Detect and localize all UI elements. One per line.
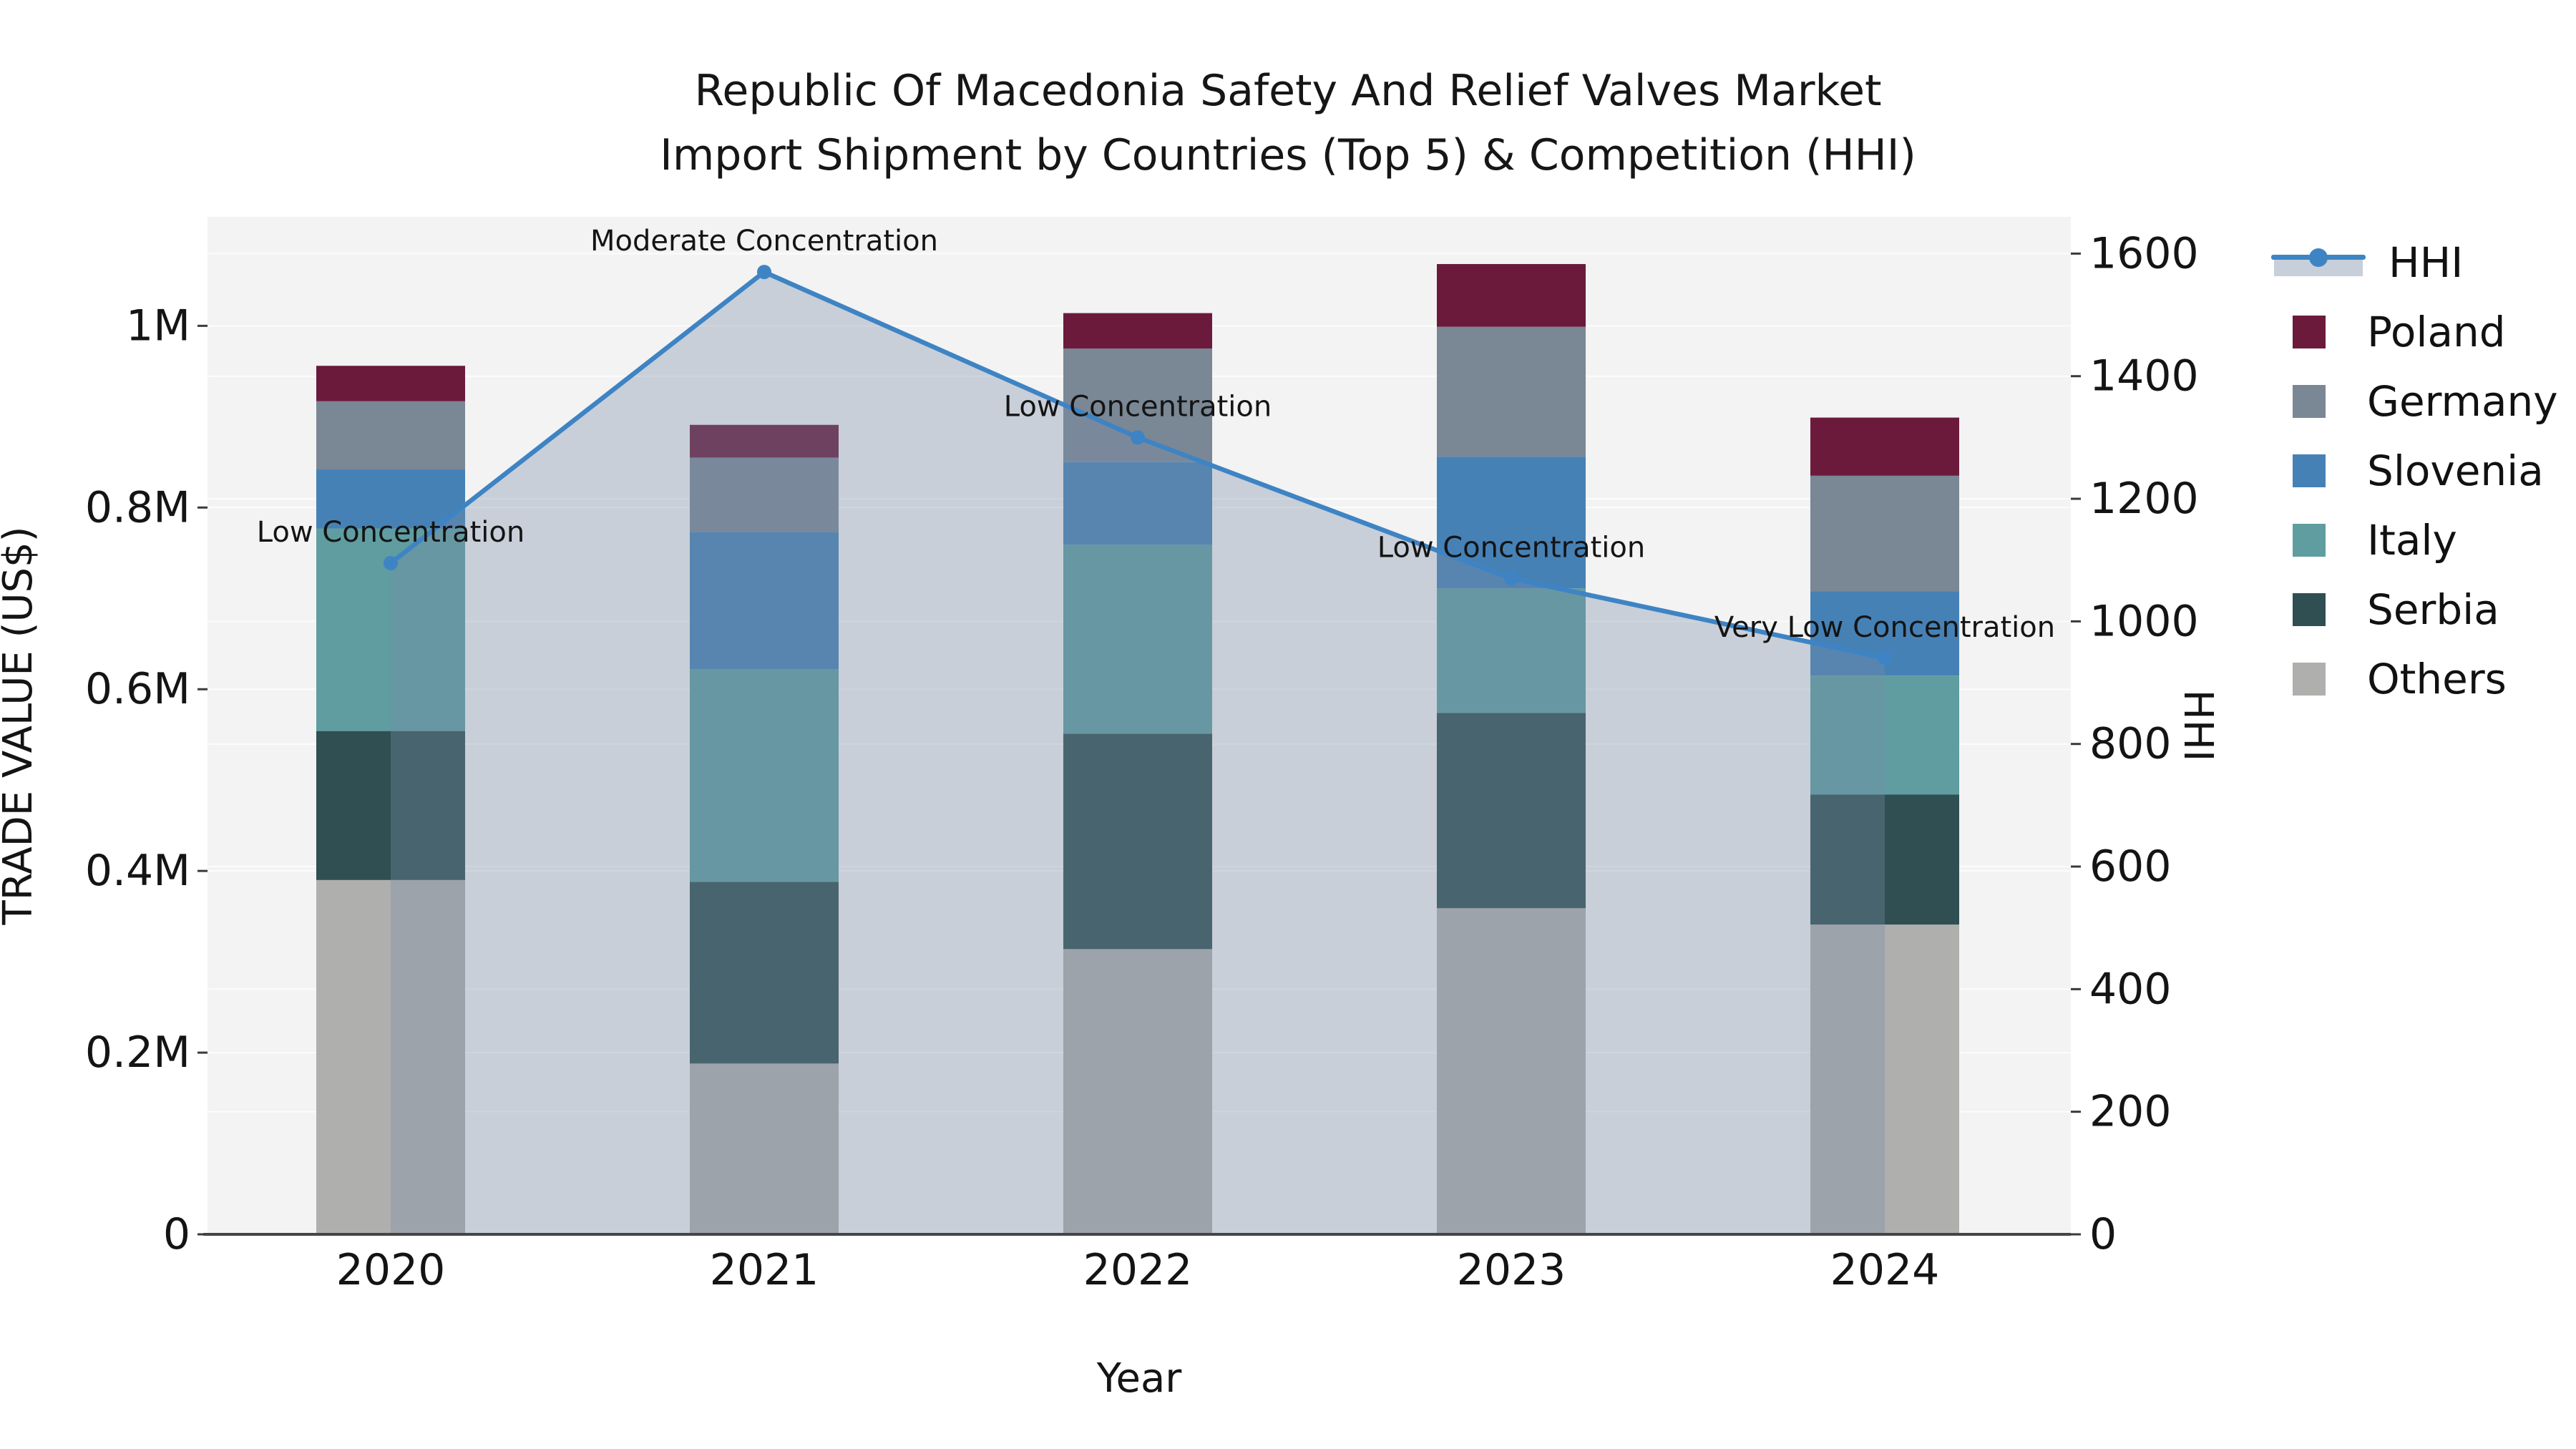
chart-title-line1: Republic Of Macedonia Safety And Relief … (694, 66, 1882, 116)
legend-label-hhi: HHI (2389, 238, 2464, 287)
bar-2020-slovenia (316, 469, 465, 529)
x-tick-label: 2023 (1457, 1245, 1566, 1295)
chart-title-line2: Import Shipment by Countries (Top 5) & C… (660, 130, 1916, 180)
legend-label-germany: Germany (2367, 376, 2558, 426)
chart-title: Republic Of Macedonia Safety And Relief … (0, 59, 2576, 187)
bar-2022-slovenia (1063, 462, 1212, 545)
bar-2024-italy (1810, 675, 1959, 795)
legend-label-slovenia: Slovenia (2367, 446, 2544, 495)
legend-label-others: Others (2367, 654, 2507, 703)
bar-2023-italy (1437, 588, 1586, 713)
legend-item-germany: Germany (2271, 366, 2558, 436)
x-tick-label: 2022 (1083, 1245, 1193, 1295)
x-tick-label: 2020 (336, 1245, 446, 1295)
hhi-annotation-2023: Low Concentration (1377, 531, 1645, 564)
hhi-annotation-2024: Very Low Concentration (1714, 611, 2055, 644)
y-right-tick-label: 400 (2089, 964, 2172, 1014)
legend-label-italy: Italy (2367, 515, 2457, 565)
hhi-marker-2021 (757, 265, 771, 280)
x-axis-title: Year (1096, 1355, 1183, 1402)
y-left-tick-label: 0 (163, 1209, 190, 1259)
legend-swatch-germany (2293, 384, 2326, 418)
legend-swatch-others (2293, 662, 2326, 696)
y-left-tick-label: 0.2M (85, 1028, 190, 1078)
legend: HHI Poland Germany Slovenia Italy Serbia Other… (2271, 228, 2558, 713)
bar-2021-germany (690, 457, 839, 532)
hhi-marker-2023 (1504, 571, 1518, 586)
bar-2021-italy (690, 669, 839, 882)
bar-2023-serbia (1437, 713, 1586, 909)
bar-2022-others (1063, 949, 1212, 1234)
legend-label-poland: Poland (2367, 307, 2506, 356)
bar-2021-slovenia (690, 532, 839, 670)
legend-item-italy: Italy (2271, 505, 2558, 575)
bar-2020-poland (316, 366, 465, 401)
bars (316, 264, 1959, 1234)
hhi-annotation-2021: Moderate Concentration (590, 225, 938, 258)
y-left-tick-label: 0.6M (85, 664, 190, 714)
y-right-tick-label: 800 (2089, 719, 2172, 769)
hhi-annotation-2022: Low Concentration (1004, 390, 1272, 423)
y-right-tick-label: 1200 (2089, 474, 2199, 524)
bar-2022-poland (1063, 313, 1212, 349)
bar-2020-others (316, 879, 465, 1234)
y-left-tick-label: 0.4M (85, 846, 190, 896)
x-tick-label: 2021 (710, 1245, 819, 1295)
bar-2021-poland (690, 424, 839, 458)
hhi-area (391, 272, 1885, 1234)
y-right-tick-label: 200 (2089, 1087, 2172, 1137)
legend-item-hhi: HHI (2271, 228, 2558, 297)
y-right-tick-label: 1000 (2089, 596, 2199, 646)
y-right-tick-label: 0 (2089, 1209, 2117, 1259)
legend-swatch-poland (2293, 315, 2326, 348)
legend-swatch-italy (2293, 523, 2326, 557)
bar-2022-italy (1063, 545, 1212, 734)
legend-label-serbia: Serbia (2367, 585, 2499, 634)
bar-2024-germany (1810, 475, 1959, 592)
bar-2024-others (1810, 924, 1959, 1234)
legend-swatch-serbia (2293, 592, 2326, 626)
y-right-tick-label: 600 (2089, 841, 2172, 892)
bar-2021-serbia (690, 882, 839, 1064)
bar-2021-others (690, 1063, 839, 1234)
hhi-annotation-2020: Low Concentration (257, 516, 525, 549)
hhi-marker-2022 (1131, 430, 1145, 445)
bar-2020-serbia (316, 731, 465, 880)
legend-swatch-slovenia (2293, 454, 2326, 487)
bar-2023-germany (1437, 326, 1586, 457)
y-left-axis-title: TRADE VALUE (US$) (0, 527, 42, 926)
bar-2024-poland (1810, 417, 1959, 476)
hhi-marker-2024 (1878, 650, 1892, 665)
bar-2023-poland (1437, 264, 1586, 327)
legend-item-serbia: Serbia (2271, 575, 2558, 644)
bar-2023-others (1437, 908, 1586, 1234)
bar-2020-germany (316, 401, 465, 469)
bar-2024-serbia (1810, 794, 1959, 925)
y-left-tick-label: 0.8M (85, 482, 190, 532)
y-right-tick-label: 1400 (2089, 351, 2199, 401)
y-right-axis-title: HHI (2175, 690, 2221, 762)
y-left-tick-label: 1M (126, 301, 190, 351)
bar-2022-serbia (1063, 733, 1212, 950)
bar-2023-slovenia (1437, 457, 1586, 589)
legend-item-poland: Poland (2271, 297, 2558, 366)
legend-item-slovenia: Slovenia (2271, 436, 2558, 505)
x-tick-label: 2024 (1830, 1245, 1940, 1295)
y-right-tick-label: 1600 (2089, 228, 2199, 278)
legend-hhi-line-icon (2271, 245, 2366, 280)
legend-item-others: Others (2271, 644, 2558, 713)
hhi-marker-2020 (384, 555, 398, 570)
